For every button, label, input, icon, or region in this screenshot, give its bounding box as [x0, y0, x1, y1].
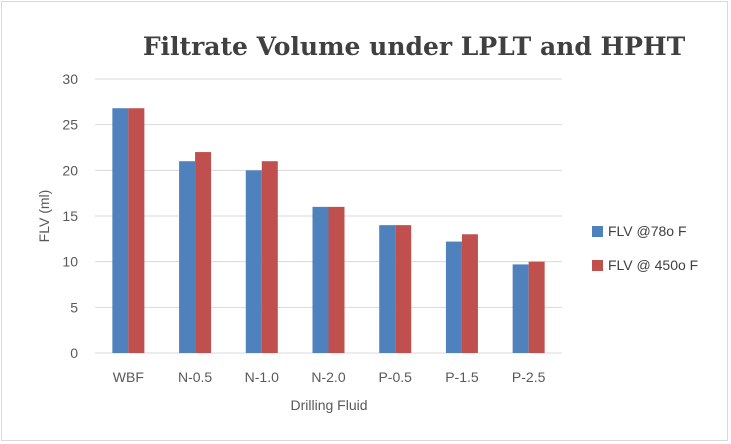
y-tick-label: 25	[62, 117, 78, 133]
x-tick-labels: WBF N-0.5 N-1.0 N-2.0 P-0.5 P-1.5 P-2.5	[113, 369, 546, 385]
y-tick-label: 30	[62, 71, 78, 87]
x-tick-label: N-0.5	[178, 369, 212, 385]
bar-series-2	[528, 261, 545, 353]
x-tick-label: N-1.0	[245, 369, 279, 385]
x-tick-label: WBF	[113, 369, 144, 385]
y-tick-label: 20	[62, 162, 78, 178]
bar-series-2	[195, 152, 212, 353]
legend-swatch	[592, 226, 603, 237]
x-tick-label: P-0.5	[378, 369, 412, 385]
x-tick-label: P-2.5	[512, 369, 546, 385]
y-tick-label: 15	[62, 208, 78, 224]
y-tick-label: 0	[70, 345, 78, 361]
bar-series-1	[379, 225, 396, 353]
bar-series-2	[128, 108, 145, 353]
legend-label: FLV @ 450o F	[608, 257, 698, 273]
bar-series-1	[245, 170, 262, 353]
y-axis-title: FLV (ml)	[36, 190, 52, 243]
x-axis-title: Drilling Fluid	[290, 397, 367, 413]
y-tick-labels: 0 5 10 15 20 25 30	[62, 71, 78, 361]
bar-series-2	[461, 234, 478, 353]
bars	[112, 108, 545, 353]
y-tick-label: 5	[70, 299, 78, 315]
bar-series-1	[312, 206, 329, 353]
bar-series-1	[445, 241, 462, 353]
y-tick-label: 10	[62, 254, 78, 270]
bar-series-2	[261, 161, 278, 353]
legend-label: FLV @78o F	[608, 223, 687, 239]
x-tick-label: N-2.0	[311, 369, 345, 385]
legend: FLV @78o F FLV @ 450o F	[592, 223, 698, 273]
bar-series-1	[512, 264, 529, 353]
x-tick-label: P-1.5	[445, 369, 479, 385]
legend-swatch	[592, 260, 603, 271]
bar-series-1	[112, 108, 129, 353]
chart-title: Filtrate Volume under LPLT and HPHT	[143, 32, 686, 61]
bar-series-2	[395, 225, 412, 353]
bar-series-1	[179, 161, 196, 353]
bar-series-2	[328, 206, 345, 353]
